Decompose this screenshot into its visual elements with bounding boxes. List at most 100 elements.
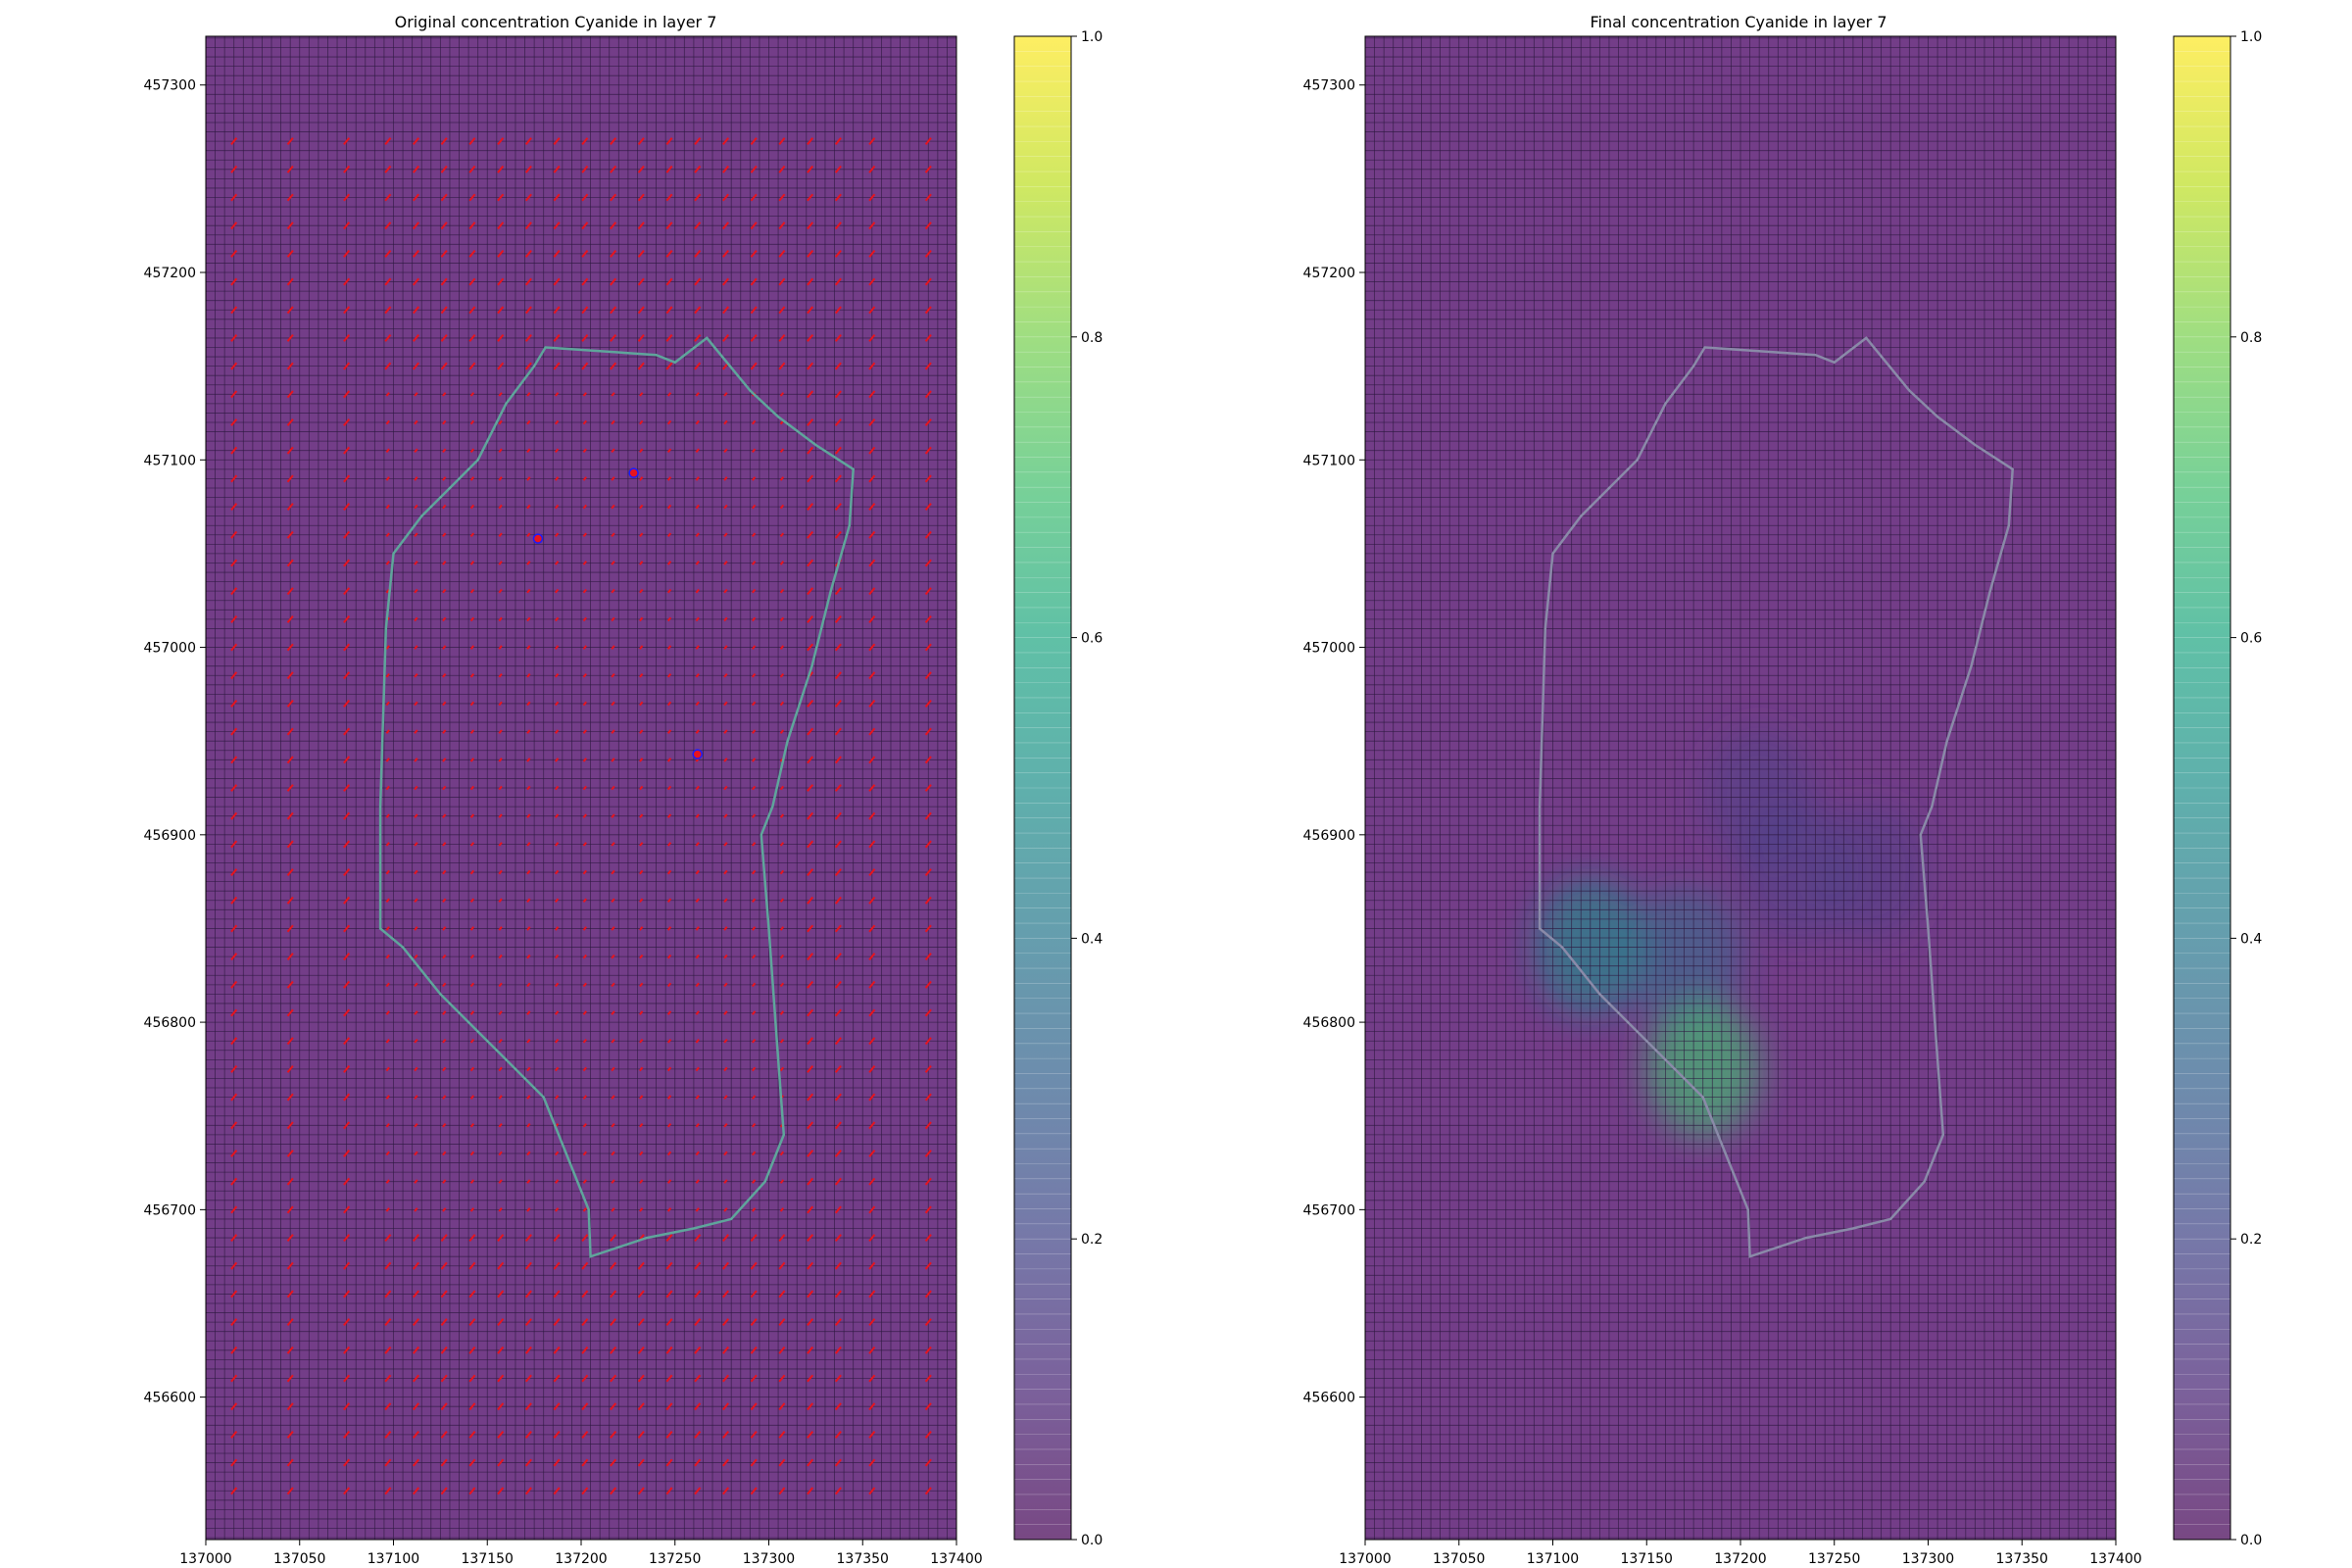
- velocity-arrow: [752, 645, 757, 650]
- velocity-arrow: [924, 418, 932, 426]
- velocity-arrow: [834, 1064, 842, 1073]
- velocity-arrow: [230, 1064, 238, 1073]
- velocity-arrow: [868, 896, 876, 905]
- velocity-arrow: [414, 1038, 418, 1044]
- velocity-arrow: [230, 811, 238, 820]
- velocity-arrow: [230, 137, 238, 146]
- velocity-arrow: [469, 898, 475, 904]
- velocity-arrow: [611, 1179, 615, 1184]
- velocity-arrow: [526, 532, 531, 538]
- velocity-arrow: [695, 1010, 700, 1015]
- velocity-arrow: [524, 221, 532, 230]
- velocity-arrow: [807, 699, 814, 708]
- velocity-arrow: [807, 953, 814, 961]
- velocity-arrow: [695, 1207, 700, 1212]
- velocity-arrow: [498, 1038, 503, 1044]
- velocity-arrow: [695, 448, 700, 454]
- velocity-arrow: [924, 137, 932, 146]
- velocity-arrow: [752, 672, 757, 678]
- velocity-arrow: [498, 869, 503, 875]
- velocity-arrow: [343, 587, 351, 596]
- velocity-arrow: [385, 1066, 390, 1072]
- velocity-arrow: [637, 1487, 645, 1495]
- velocity-arrow: [834, 1234, 842, 1243]
- velocity-arrow: [469, 645, 475, 650]
- velocity-arrow: [750, 137, 758, 146]
- velocity-arrow: [469, 869, 475, 875]
- velocity-arrow: [834, 137, 842, 146]
- velocity-arrow: [750, 306, 758, 315]
- velocity-arrow: [924, 1037, 932, 1046]
- velocity-arrow: [524, 277, 532, 286]
- velocity-arrow: [779, 785, 785, 791]
- velocity-arrow: [498, 701, 503, 707]
- chart-original-colorbar-tick-label: 0.2: [1081, 1232, 1102, 1248]
- velocity-arrow: [343, 868, 351, 877]
- velocity-arrow: [868, 953, 876, 961]
- velocity-arrow: [723, 532, 728, 538]
- velocity-arrow: [694, 306, 702, 315]
- velocity-arrow: [286, 840, 294, 849]
- velocity-arrow: [385, 898, 390, 904]
- velocity-arrow: [694, 249, 702, 258]
- velocity-arrow: [752, 1066, 757, 1072]
- velocity-arrow: [723, 982, 728, 988]
- velocity-arrow: [385, 785, 390, 791]
- velocity-arrow: [868, 1150, 876, 1157]
- velocity-arrow: [555, 419, 560, 425]
- velocity-arrow: [779, 1038, 785, 1044]
- velocity-arrow: [286, 221, 294, 230]
- velocity-arrow: [834, 671, 842, 680]
- velocity-arrow: [230, 1430, 238, 1439]
- velocity-arrow: [610, 221, 617, 230]
- velocity-arrow: [286, 137, 294, 146]
- velocity-arrow: [807, 390, 814, 399]
- velocity-arrow: [442, 645, 447, 650]
- velocity-arrow: [555, 982, 560, 988]
- velocity-arrow: [469, 1010, 475, 1015]
- velocity-arrow: [498, 1179, 503, 1184]
- velocity-arrow: [778, 1261, 786, 1270]
- velocity-arrow: [834, 1093, 842, 1102]
- velocity-arrow: [778, 1234, 786, 1243]
- velocity-arrow: [526, 701, 531, 707]
- velocity-arrow: [497, 1402, 505, 1411]
- velocity-arrow: [286, 587, 294, 596]
- chart-original-colorbar: 0.0 0.2 0.4 0.6 0.8 1.0: [1013, 29, 1102, 1548]
- velocity-arrow: [385, 504, 390, 510]
- velocity-arrow: [498, 392, 503, 397]
- velocity-arrow: [286, 1205, 294, 1214]
- velocity-arrow: [286, 1261, 294, 1270]
- velocity-arrow: [639, 842, 644, 847]
- velocity-arrow: [385, 476, 390, 481]
- velocity-arrow: [924, 1261, 932, 1270]
- velocity-arrow: [723, 672, 728, 678]
- chart-original-y-tick-label: 456600: [144, 1391, 196, 1406]
- velocity-arrow: [468, 1346, 476, 1354]
- velocity-arrow: [468, 306, 476, 315]
- velocity-arrow: [778, 1374, 786, 1383]
- velocity-arrow: [442, 842, 447, 847]
- chart-original-y-tick-label: 456800: [144, 1015, 196, 1031]
- velocity-arrow: [695, 898, 700, 904]
- velocity-arrow: [924, 1064, 932, 1073]
- velocity-arrow: [778, 221, 786, 230]
- velocity-arrow: [723, 1207, 728, 1212]
- velocity-arrow: [385, 701, 390, 707]
- velocity-arrow: [526, 785, 531, 791]
- chart-original-x-tick-label: 137300: [743, 1551, 795, 1567]
- velocity-arrow: [555, 1151, 560, 1156]
- velocity-arrow: [526, 842, 531, 847]
- velocity-arrow: [750, 1458, 758, 1467]
- velocity-arrow: [582, 1095, 587, 1100]
- velocity-arrow: [834, 165, 842, 173]
- velocity-arrow: [834, 643, 842, 652]
- velocity-arrow: [581, 137, 589, 146]
- velocity-arrow: [868, 249, 876, 258]
- velocity-arrow: [611, 729, 615, 734]
- velocity-arrow: [778, 165, 786, 173]
- velocity-arrow: [637, 362, 645, 370]
- velocity-arrow: [343, 1487, 351, 1495]
- velocity-arrow: [286, 1487, 294, 1495]
- velocity-arrow: [639, 869, 644, 875]
